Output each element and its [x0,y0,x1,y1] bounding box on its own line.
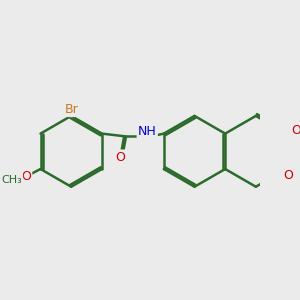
Text: O: O [283,169,293,182]
Text: O: O [21,170,31,183]
Text: Br: Br [64,103,78,116]
Text: CH₃: CH₃ [1,175,22,184]
Text: O: O [115,151,125,164]
Text: O: O [291,124,300,137]
Text: NH: NH [138,125,157,138]
